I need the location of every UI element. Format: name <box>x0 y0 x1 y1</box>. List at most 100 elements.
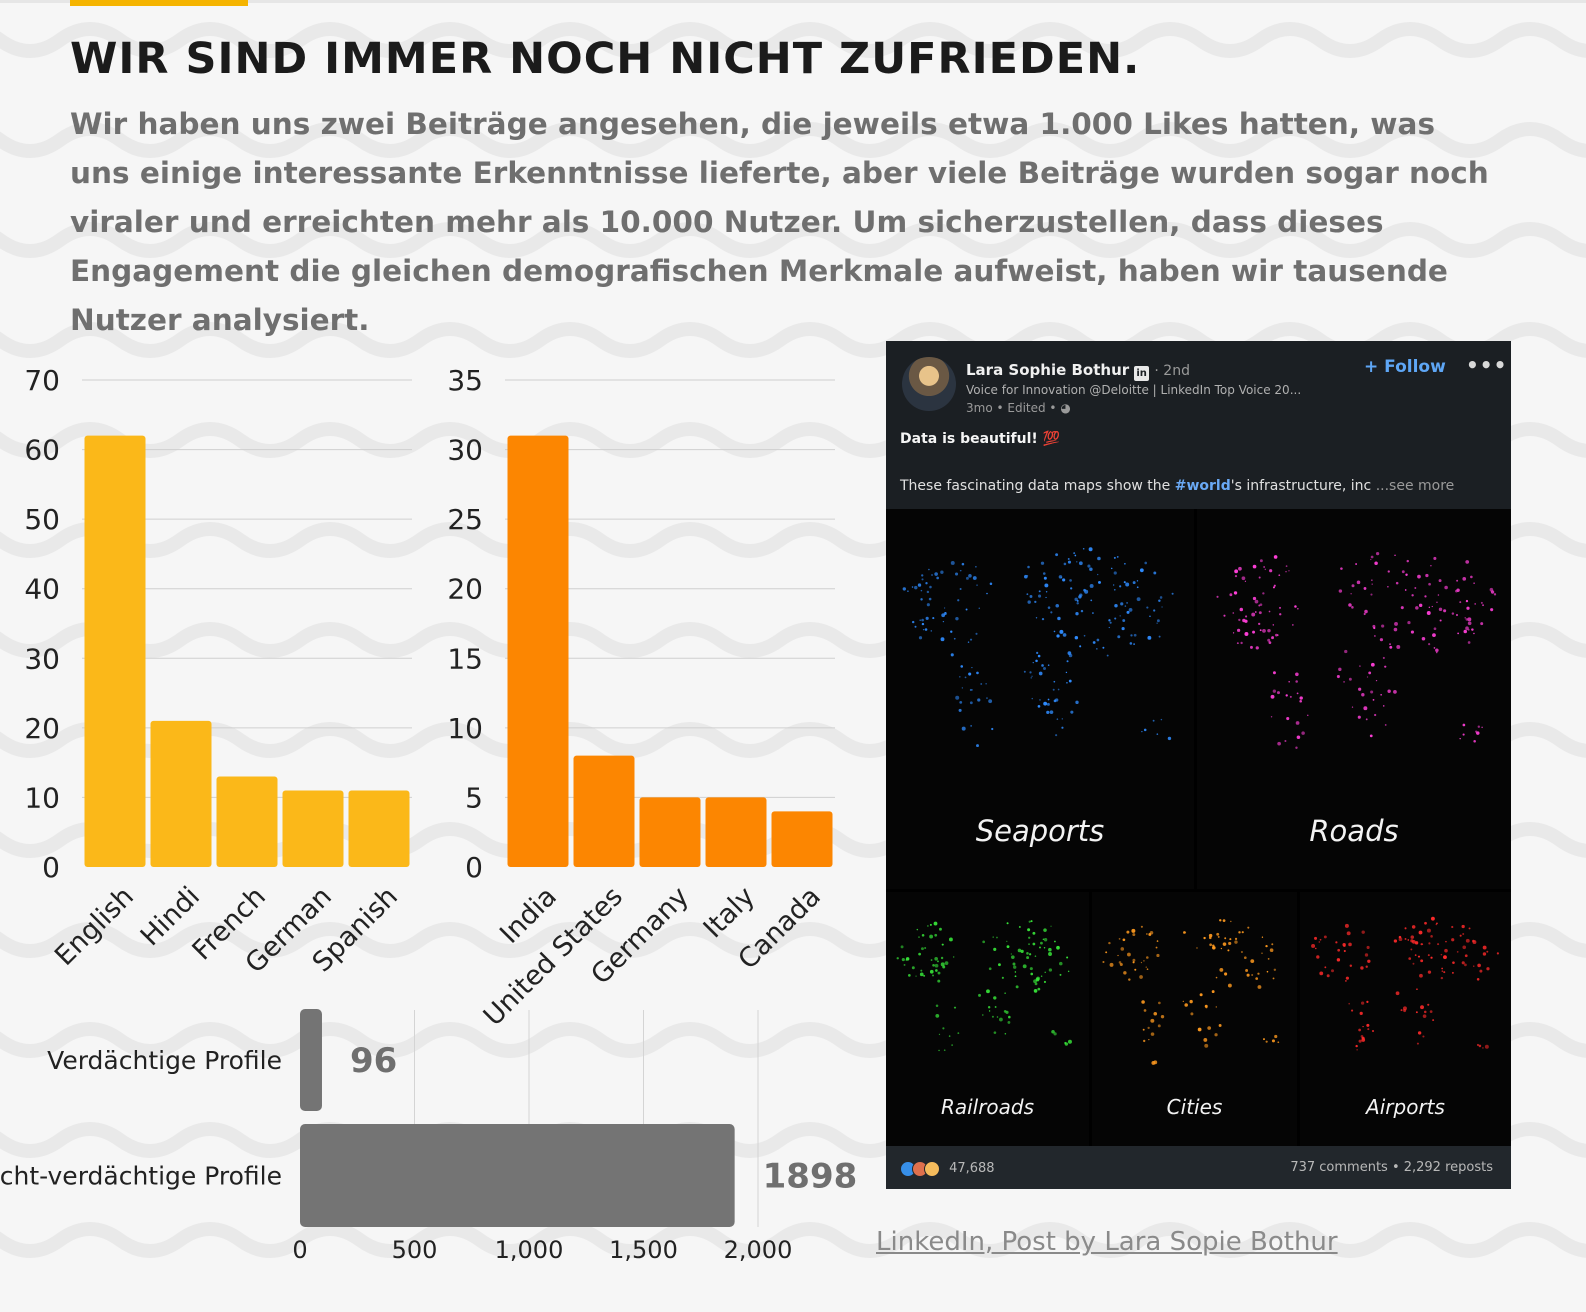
map-dot <box>1119 615 1121 617</box>
map-dot <box>1273 555 1278 559</box>
map-dot <box>1182 1000 1184 1003</box>
reactions[interactable]: 47,688 <box>900 1158 995 1177</box>
map-dot <box>1467 628 1470 631</box>
x-tick-label: 0 <box>292 1236 307 1264</box>
hashtag-link[interactable]: #world <box>1174 478 1231 494</box>
globe-icon: ◕ <box>1060 401 1071 415</box>
map-dot <box>1149 931 1154 935</box>
map-dot <box>1067 1039 1072 1044</box>
map-dot <box>1042 572 1046 575</box>
map-dot <box>1269 569 1273 573</box>
map-dot <box>957 1032 960 1034</box>
map-dot <box>918 936 920 938</box>
post-stats[interactable]: 737 comments • 2,292 reposts <box>1290 1160 1493 1175</box>
map-dot <box>1411 940 1416 944</box>
map-dot <box>1042 667 1046 671</box>
map-dot <box>1430 956 1433 959</box>
map-dot <box>1029 671 1032 674</box>
y-tick-label: 20 <box>24 712 60 745</box>
map-dot <box>1146 968 1149 971</box>
map-dot <box>1113 571 1117 575</box>
map-dot <box>1153 609 1156 612</box>
map-dot <box>1089 567 1093 571</box>
map-dot <box>1387 585 1389 588</box>
map-dot <box>1156 622 1158 624</box>
map-dot <box>1420 1005 1424 1010</box>
follow-button[interactable]: + Follow <box>1364 357 1446 377</box>
world-map-roads <box>1216 551 1497 749</box>
map-dot <box>1355 1044 1358 1048</box>
map-dot <box>1156 940 1159 942</box>
map-dot <box>1272 977 1275 980</box>
map-dot <box>1421 636 1426 641</box>
map-dot <box>1034 982 1038 986</box>
author-avatar[interactable] <box>902 357 956 411</box>
map-dot <box>1477 963 1481 968</box>
more-options-icon[interactable]: ••• <box>1466 353 1508 377</box>
map-dot <box>942 621 945 623</box>
map-dot <box>1356 1049 1358 1051</box>
post-body-prefix: These fascinating data maps show the <box>900 478 1175 494</box>
map-dot <box>1356 580 1361 585</box>
map-dot <box>1057 616 1061 621</box>
map-dot <box>1314 936 1318 940</box>
map-dot <box>1404 927 1407 930</box>
world-map-airports <box>1311 916 1499 1051</box>
map-dot <box>1295 746 1298 749</box>
map-dot <box>1015 985 1019 989</box>
map-dot <box>1411 925 1416 929</box>
map-dot <box>1273 968 1277 972</box>
linkedin-post[interactable]: Lara Sophie Bothur in · 2nd Voice for Inn… <box>886 341 1511 1189</box>
map-dot <box>1344 649 1348 654</box>
map-dot <box>1031 697 1033 700</box>
see-more-link[interactable]: ...see more <box>1371 478 1455 494</box>
map-dot <box>1466 606 1470 610</box>
map-dot <box>1408 957 1412 960</box>
map-dot <box>1348 942 1352 947</box>
map-dot <box>1424 595 1427 598</box>
map-dot <box>1113 588 1116 591</box>
map-dot <box>1089 583 1094 588</box>
map-dot <box>965 576 969 580</box>
map-dot <box>1366 1023 1370 1027</box>
map-dot <box>1461 924 1465 929</box>
map-dot <box>1285 565 1288 567</box>
world-map-railroads <box>896 920 1072 1052</box>
map-dot <box>1482 1047 1484 1049</box>
map-dot <box>1133 643 1135 645</box>
map-dot <box>1134 968 1137 971</box>
map-dot <box>1456 579 1459 582</box>
map-dot <box>1435 648 1439 652</box>
map-dot <box>1216 932 1220 936</box>
map-dot <box>1366 1000 1369 1004</box>
map-dot <box>1055 734 1058 737</box>
map-dot <box>1130 634 1133 637</box>
map-dot <box>1440 953 1443 956</box>
map-dot <box>1053 630 1056 633</box>
post-image[interactable]: Seaports Roads Railroads Cities Airports <box>886 509 1511 1146</box>
map-dot <box>1375 679 1378 682</box>
map-dot <box>1288 570 1290 572</box>
post-author[interactable]: Lara Sophie Bothur in · 2nd <box>966 361 1190 381</box>
map-dot <box>1030 677 1032 679</box>
map-dot <box>1254 611 1257 613</box>
map-dot <box>1157 1024 1161 1028</box>
map-dot <box>1289 695 1292 698</box>
map-dot <box>1126 930 1130 934</box>
map-dot <box>1358 687 1362 691</box>
map-dot <box>1351 606 1354 609</box>
map-dot <box>1039 699 1041 701</box>
map-dot <box>1238 618 1241 622</box>
map-dot <box>1292 624 1294 626</box>
map-dot <box>1116 556 1119 558</box>
map-dot <box>1318 941 1321 943</box>
map-dot <box>1428 582 1431 586</box>
map-dot <box>1464 954 1468 958</box>
map-dot <box>930 630 933 632</box>
map-dot <box>1414 587 1417 589</box>
author-name[interactable]: Lara Sophie Bothur <box>966 361 1130 379</box>
map-dot <box>1437 943 1440 946</box>
map-dot <box>1379 638 1384 642</box>
source-link[interactable]: LinkedIn, Post by Lara Sopie Bothur <box>876 1227 1338 1257</box>
map-dot <box>1358 1028 1361 1032</box>
